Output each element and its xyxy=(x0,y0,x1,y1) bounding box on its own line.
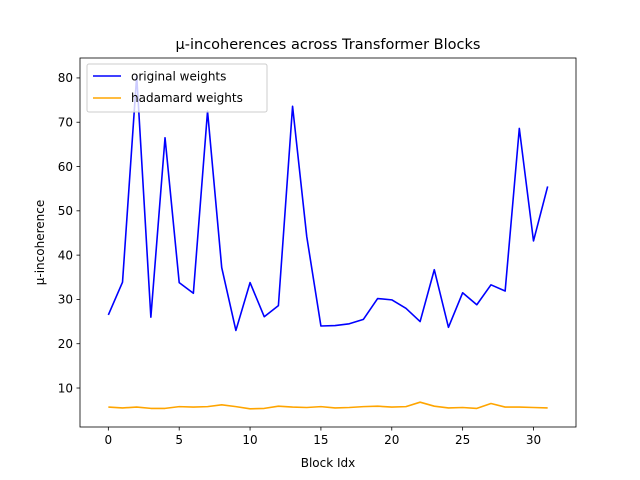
y-tick-label: 80 xyxy=(58,71,73,85)
y-tick-label: 70 xyxy=(58,116,73,130)
series-line-original-weights xyxy=(107,74,549,332)
x-tick-label: 25 xyxy=(455,433,470,447)
x-tick-label: 30 xyxy=(526,433,541,447)
y-tick-label: 20 xyxy=(58,337,73,351)
plot-frame xyxy=(79,57,577,428)
series-line-hadamard-weights xyxy=(108,401,548,410)
y-axis-label: µ-incoherence xyxy=(33,200,47,285)
x-tick-label: 15 xyxy=(313,433,328,447)
y-tick-label: 50 xyxy=(58,204,73,218)
x-tick-label: 20 xyxy=(384,433,399,447)
x-tick-label: 0 xyxy=(105,433,113,447)
legend-label-hadamard: hadamard weights xyxy=(131,91,243,105)
series-layer xyxy=(107,74,549,410)
legend-label-original: original weights xyxy=(131,70,226,84)
y-tick-label: 10 xyxy=(58,381,73,395)
x-tick-label: 5 xyxy=(175,433,183,447)
chart-title: µ-incoherences across Transformer Blocks xyxy=(176,37,481,53)
legend-box xyxy=(86,63,268,113)
x-axis-label: Block Idx xyxy=(301,456,356,470)
axes-layer: 0 5 10 15 20 25 30 10 20 30 40 50 60 70 80 xyxy=(58,71,541,447)
y-tick-label: 30 xyxy=(58,293,73,307)
y-tick-label: 40 xyxy=(58,248,73,262)
x-tick-label: 10 xyxy=(242,433,257,447)
legend: original weights hadamard weights xyxy=(86,63,268,113)
y-tick-label: 60 xyxy=(58,160,73,174)
